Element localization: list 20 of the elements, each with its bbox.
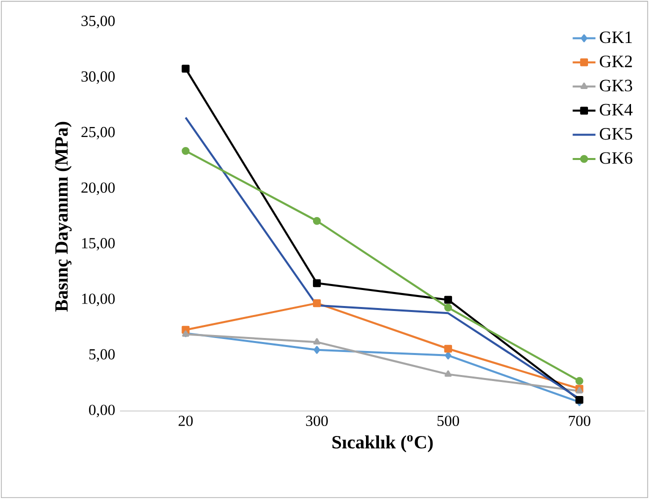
y-tick-label: 15,00 bbox=[82, 238, 115, 251]
y-tick-label: 20,00 bbox=[81, 182, 115, 195]
y-tick-label: 10,00 bbox=[82, 294, 115, 306]
legend-label: GK5 bbox=[600, 128, 632, 140]
legend-label: GK1 bbox=[600, 31, 632, 44]
x-tick-label: 500 bbox=[438, 416, 460, 426]
x-axis-title: Sıcaklık ($^{o}$C) bbox=[332, 435, 433, 452]
legend-label: GK3 bbox=[600, 80, 632, 92]
y-tick-label: 25,00 bbox=[81, 126, 115, 140]
legend-label: GK6 bbox=[600, 152, 632, 164]
y-axis-title: Basınç Dayanımı (MPa) bbox=[54, 122, 72, 312]
legend-label: GK4 bbox=[600, 104, 633, 116]
y-tick-label: 30,00 bbox=[82, 71, 115, 84]
x-tick-label: 700 bbox=[568, 416, 590, 426]
y-tick-label: 0,00 bbox=[89, 404, 115, 418]
x-tick-label: 300 bbox=[306, 416, 328, 426]
legend-label: GK2 bbox=[600, 56, 632, 68]
x-tick-label: 20 bbox=[178, 416, 193, 426]
y-tick-label: 35,00 bbox=[82, 16, 115, 28]
y-tick-label: 5,00 bbox=[89, 349, 115, 362]
